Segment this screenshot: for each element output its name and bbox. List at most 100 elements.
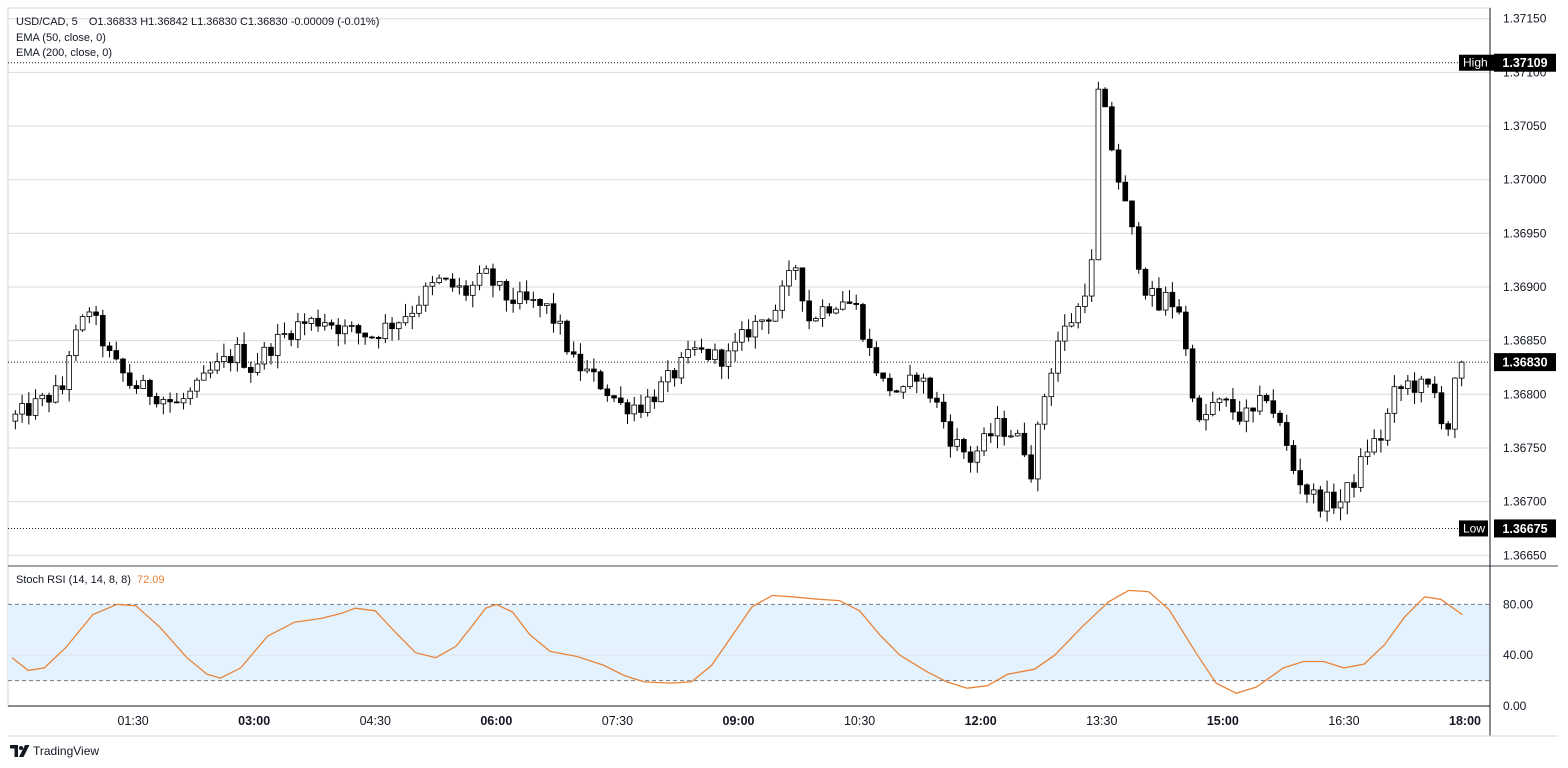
candle-body (1337, 501, 1344, 509)
candle-body (893, 390, 900, 393)
candle-body (1102, 88, 1108, 108)
candle-body (940, 401, 947, 423)
candle-body (1109, 106, 1115, 151)
symbol-label[interactable]: USD/CAD, 5 (16, 16, 78, 28)
candle-body (100, 315, 106, 347)
stoch-rsi-line (11, 589, 1463, 694)
candle-body (389, 322, 395, 330)
price-tick-label: 1.36650 (1503, 548, 1547, 562)
candle-body (1438, 392, 1445, 425)
candle-body (1405, 380, 1411, 389)
candle-body (1028, 454, 1034, 480)
candle-body (469, 284, 476, 296)
price-tick-label: 1.36700 (1503, 495, 1547, 509)
price-tick-label: 1.37050 (1503, 119, 1547, 133)
candle-body (281, 333, 288, 335)
candle-body (846, 301, 853, 304)
ema50-legend[interactable]: EMA (50, close, 0) (16, 31, 106, 44)
price-tick-label: 1.36950 (1503, 226, 1547, 240)
candle-body (1008, 435, 1014, 438)
candle-body (523, 291, 530, 301)
candle-body (52, 385, 59, 403)
tradingview-logo[interactable]: TradingView (10, 744, 99, 758)
candle-body (974, 450, 981, 463)
candle-body (1371, 438, 1377, 453)
candle-body (934, 397, 940, 403)
stoch-tick-label: 80.00 (1503, 597, 1533, 611)
candle-body (1129, 200, 1135, 228)
candle-body (752, 320, 759, 338)
candle-body (584, 368, 590, 372)
open-value: O1.36833 (88, 16, 138, 28)
candle-body (530, 299, 537, 301)
candle-body (644, 396, 651, 413)
candle-body (73, 329, 79, 357)
candle-body (638, 404, 644, 413)
candle-body (443, 277, 449, 280)
candle-body (1014, 432, 1021, 437)
candle-body (712, 349, 718, 360)
candle-body (133, 385, 140, 389)
candle-body (456, 285, 463, 288)
candle-body (126, 372, 133, 386)
candle-body (315, 317, 321, 327)
grid-lines (7, 7, 1558, 707)
time-tick-label: 03:00 (238, 714, 270, 728)
candle-body (1095, 88, 1102, 261)
candle-body (570, 351, 577, 355)
candle-body (261, 346, 268, 365)
candle-body (1357, 456, 1364, 488)
price-tick-label: 1.37150 (1503, 12, 1547, 26)
candle-body (967, 451, 974, 463)
candle-body (920, 377, 927, 382)
stoch-rsi-label: Stoch RSI (14, 14, 8, 8) (16, 574, 131, 586)
candle-body (685, 349, 691, 358)
candle-body (1310, 489, 1317, 495)
candle-body (887, 377, 893, 392)
tradingview-icon (10, 745, 30, 757)
candle-body (651, 396, 658, 403)
candle-body (873, 347, 880, 374)
candle-body (779, 285, 786, 311)
candle-body (537, 299, 543, 306)
candle-body (1277, 412, 1283, 423)
candle-body (12, 413, 19, 422)
stoch-rsi-legend[interactable]: Stoch RSI (14, 14, 8, 8) 72.09 (16, 574, 164, 586)
stoch-band (8, 603, 1490, 682)
candle-body (759, 319, 765, 322)
candle-body (308, 317, 315, 324)
candle-body (698, 347, 705, 350)
candle-body (1411, 380, 1418, 393)
tradingview-name: TradingView (33, 744, 100, 758)
candle-body (772, 309, 779, 322)
candle-body (1391, 386, 1398, 414)
candlestick-series (12, 81, 1465, 522)
candle-body (853, 303, 860, 305)
price-markers: High 1.37109 Low 1.36675 1.36830 (8, 53, 1556, 538)
candle-body (503, 280, 510, 301)
candle-body (954, 439, 960, 447)
candle-body (234, 343, 241, 364)
change-value: -0.00009 (-0.01%) (290, 16, 380, 28)
candle-body (26, 403, 32, 416)
candle-body (1075, 306, 1082, 324)
candle-body (624, 402, 631, 415)
time-tick-label: 04:30 (360, 714, 391, 728)
candle-body (19, 403, 25, 415)
high-tag-label: High (1463, 56, 1488, 70)
candle-body (1068, 322, 1075, 327)
candle-body (739, 329, 745, 343)
ema200-legend[interactable]: EMA (200, close, 0) (16, 47, 112, 59)
candle-body (907, 374, 913, 387)
price-tick-label: 1.36750 (1503, 441, 1547, 455)
candle-body (140, 379, 146, 389)
stoch-rsi-series (11, 589, 1463, 694)
candle-body (1297, 470, 1303, 486)
candle-body (1304, 484, 1310, 495)
candle-body (1257, 395, 1263, 412)
time-tick-label: 01:30 (117, 714, 148, 728)
low-price-label: 1.36675 (1502, 522, 1547, 536)
candle-body (207, 369, 214, 374)
candle-body (900, 386, 907, 393)
candle-body (395, 322, 402, 330)
